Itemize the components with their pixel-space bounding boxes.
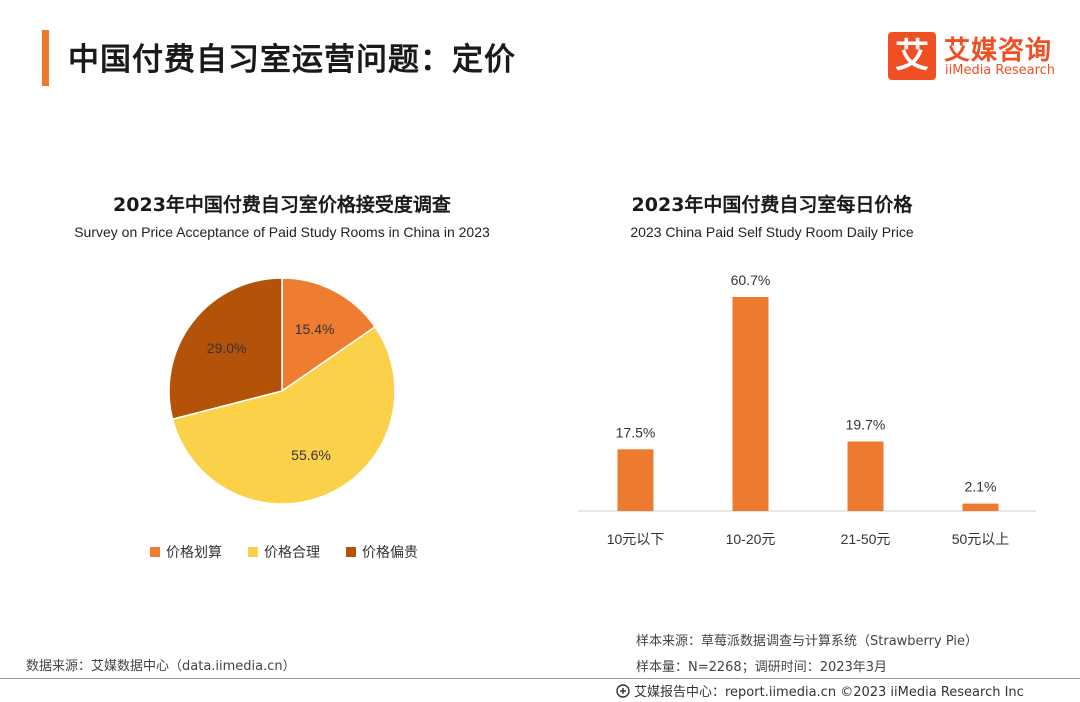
legend-item: 价格偏贵 xyxy=(346,542,418,562)
bar xyxy=(732,297,769,511)
bar xyxy=(847,441,884,511)
footer-text: 艾媒报告中心：report.iimedia.cn ©2023 iiMedia R… xyxy=(634,685,1024,700)
pie-chart-title: 2023年中国付费自习室价格接受度调查 xyxy=(113,194,451,216)
sample-source-note: 样本来源：草莓派数据调查与计算系统（Strawberry Pie） xyxy=(636,634,978,649)
legend-label: 价格合理 xyxy=(264,545,320,561)
brand-logo: 艾 艾媒咨询 iiMedia Research xyxy=(888,30,1058,82)
x-tick-label: 21-50元 xyxy=(841,531,891,547)
logo-mark: 艾 xyxy=(888,32,936,80)
legend-swatch xyxy=(248,547,258,557)
page-title: 中国付费自习室运营问题：定价 xyxy=(68,42,516,78)
x-tick-label: 10-20元 xyxy=(726,531,776,547)
sample-size-note: 样本量：N=2268；调研时间：2023年3月 xyxy=(636,660,888,675)
legend-item: 价格合理 xyxy=(248,542,320,562)
logo-name-en: iiMedia Research xyxy=(945,63,1056,78)
bar-value-label: 19.7% xyxy=(846,417,886,433)
legend-label: 价格划算 xyxy=(166,545,222,561)
legend-swatch xyxy=(346,547,356,557)
pie-chart: 15.4% 55.6% 29.0% xyxy=(168,277,396,505)
pie-slice xyxy=(281,277,377,393)
bar-value-label: 17.5% xyxy=(616,424,656,440)
logo-name-cn: 艾媒咨询 xyxy=(944,36,1053,66)
pie-slice-label: 15.4% xyxy=(295,321,335,337)
legend-item: 价格划算 xyxy=(150,542,222,562)
pie-slice xyxy=(171,325,396,505)
legend-swatch xyxy=(150,547,160,557)
x-tick-label: 50元以上 xyxy=(952,531,1010,547)
footer: 艾媒报告中心：report.iimedia.cn ©2023 iiMedia R… xyxy=(616,681,1024,700)
bar-chart: 17.5% 10元以下 60.7% 10-20元 19.7% 21-50元 2.1% 50元以… xyxy=(578,272,1036,547)
data-source-note: 数据来源：艾媒数据中心（data.iimedia.cn） xyxy=(26,659,296,674)
pie-slice-label: 29.0% xyxy=(207,340,247,356)
pie-slice-label: 55.6% xyxy=(291,447,331,463)
title-accent-bar xyxy=(42,30,49,86)
pie-chart-subtitle: Survey on Price Acceptance of Paid Study… xyxy=(74,224,490,240)
bar-chart-title: 2023年中国付费自习室每日价格 xyxy=(631,194,913,216)
legend-label: 价格偏贵 xyxy=(362,545,418,561)
footer-divider xyxy=(0,678,1080,679)
x-tick-label: 10元以下 xyxy=(607,531,665,547)
bar xyxy=(962,503,999,511)
bar-value-label: 2.1% xyxy=(965,479,997,495)
bar xyxy=(617,449,654,511)
bar-value-label: 60.7% xyxy=(731,272,771,288)
bar-chart-subtitle: 2023 China Paid Self Study Room Daily Pr… xyxy=(630,224,914,240)
pie-legend: 价格划算 价格合理 价格偏贵 xyxy=(150,542,418,562)
pie-slice xyxy=(168,277,283,421)
report-icon xyxy=(616,683,630,698)
